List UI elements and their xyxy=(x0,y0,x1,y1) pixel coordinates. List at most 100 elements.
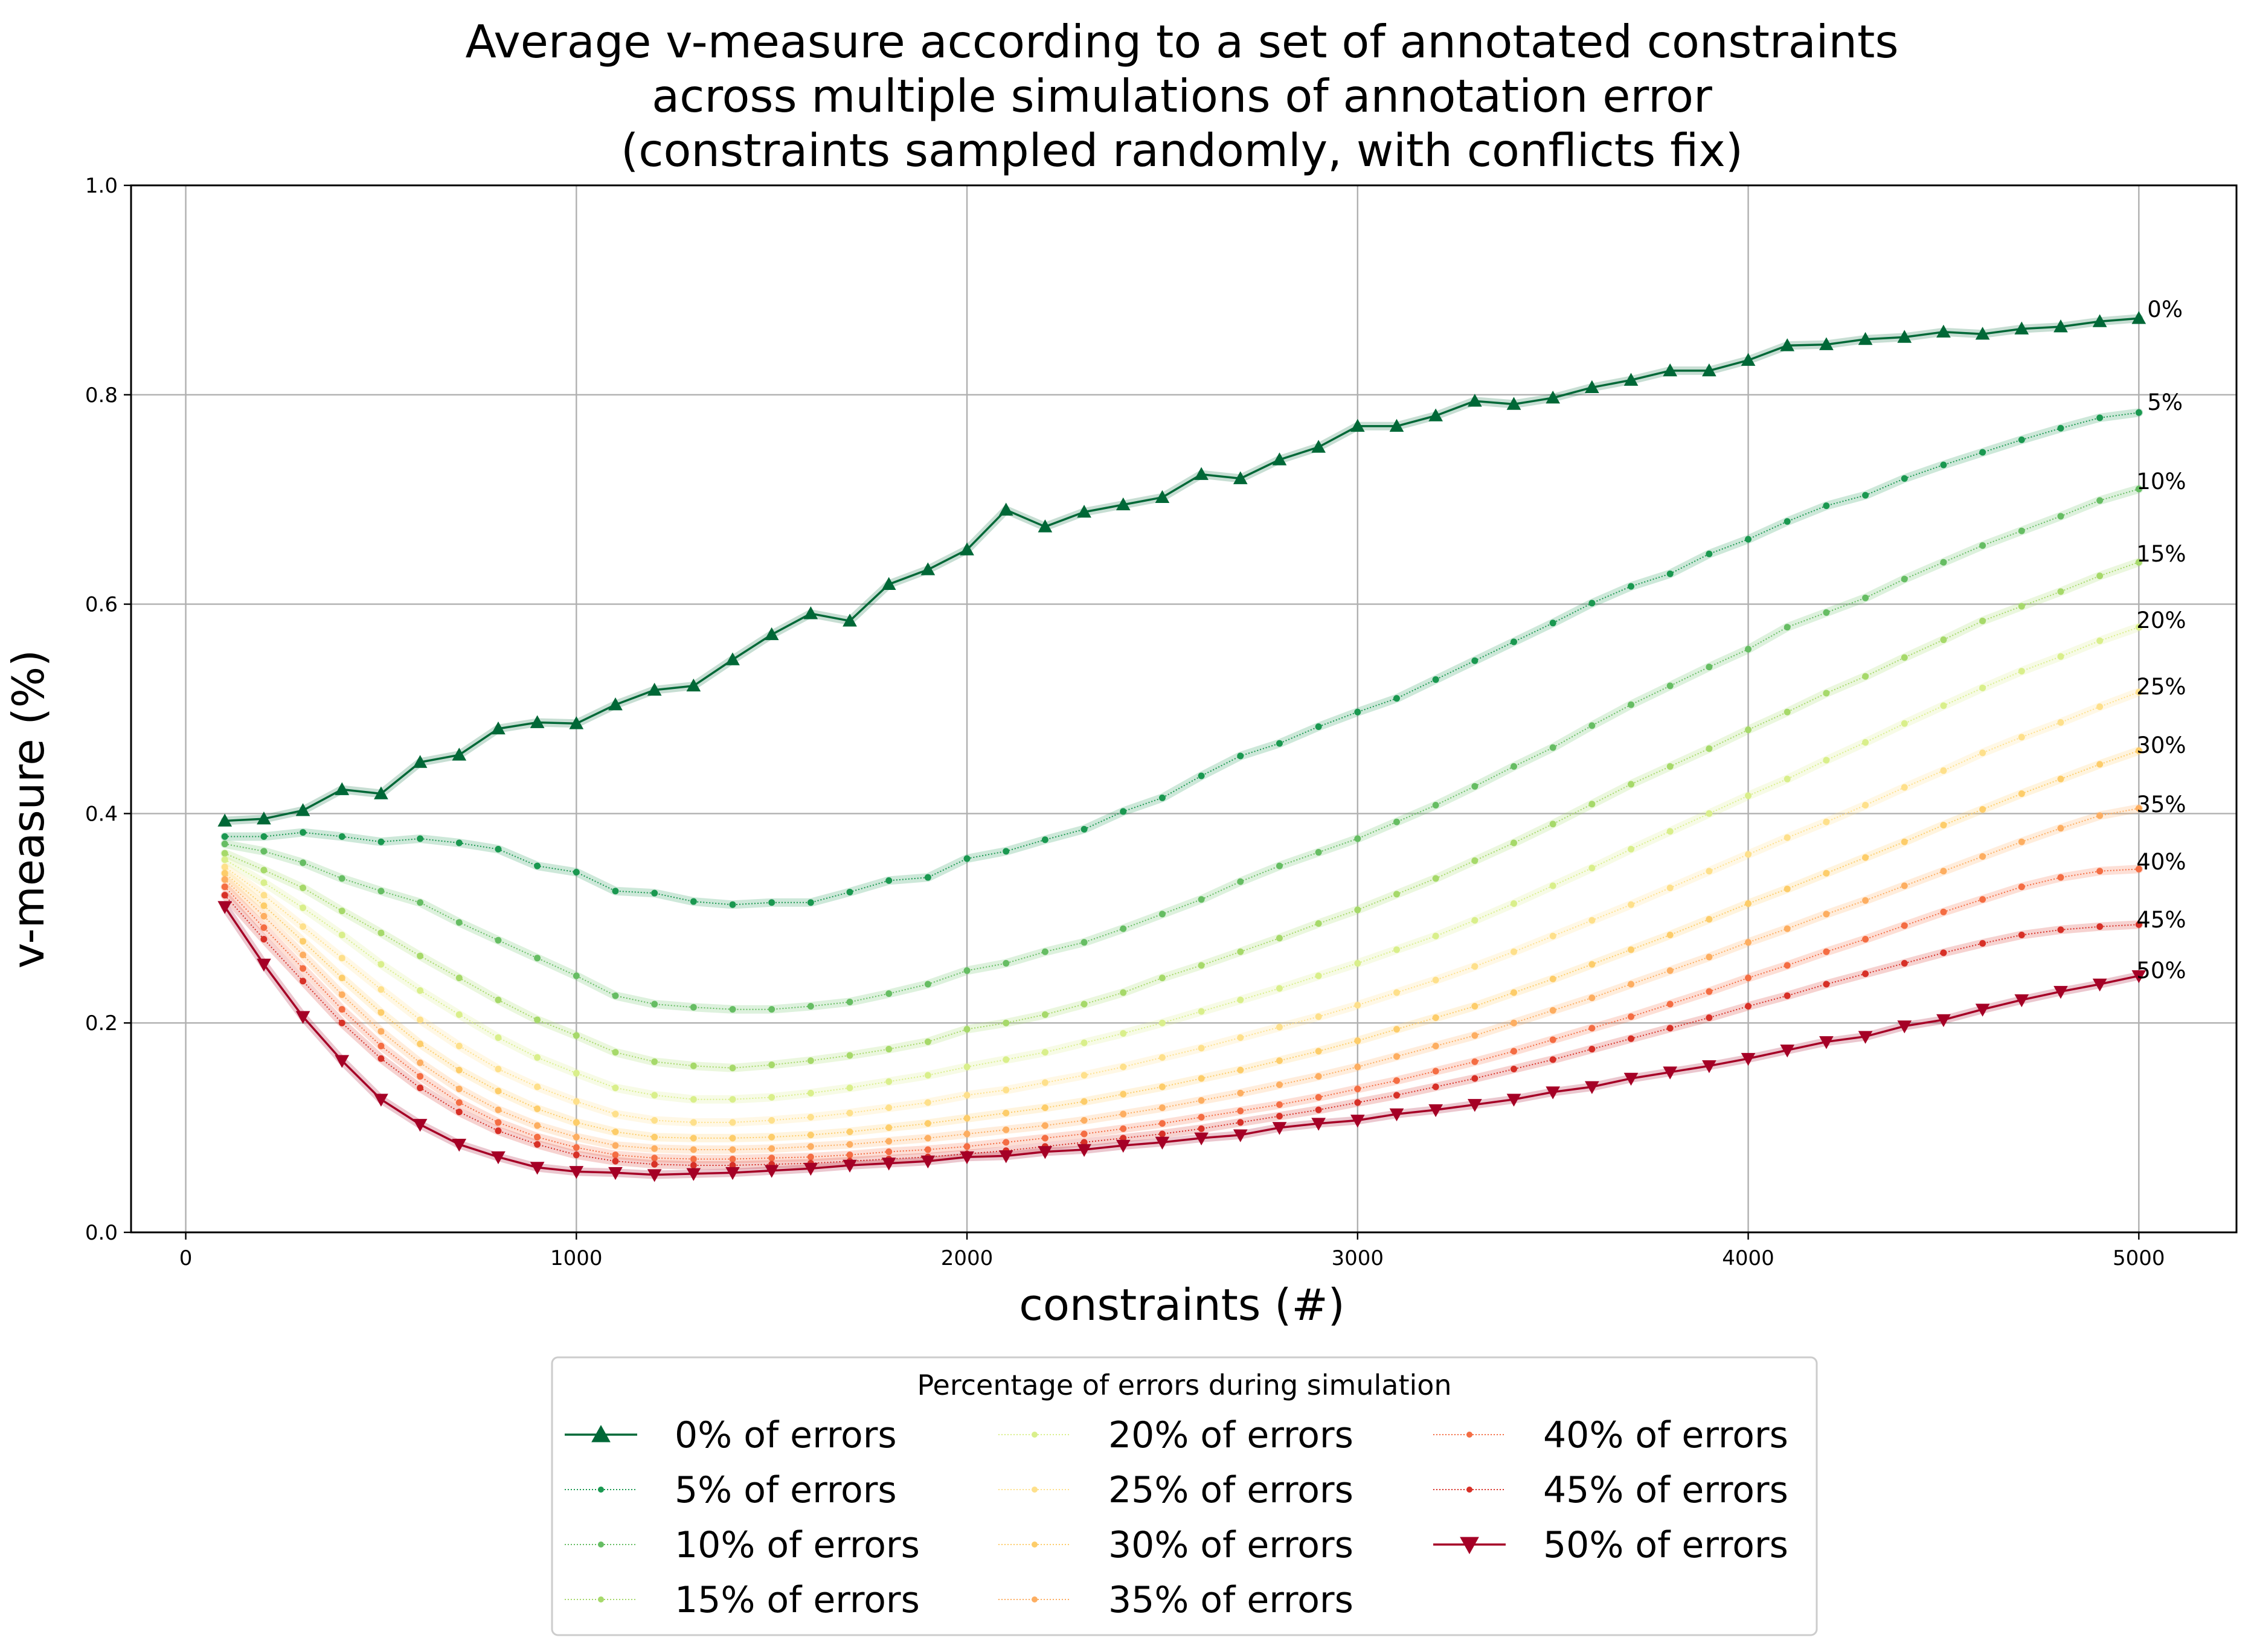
data-point xyxy=(612,1084,619,1092)
legend-label: 5% of errors xyxy=(675,1469,897,1511)
data-point xyxy=(2096,812,2104,819)
data-point xyxy=(338,875,345,882)
data-point xyxy=(338,908,345,915)
data-point xyxy=(1702,363,1716,377)
data-point xyxy=(1823,609,1830,616)
data-point xyxy=(1745,645,1752,653)
data-point xyxy=(803,1162,818,1176)
data-point xyxy=(1272,452,1287,466)
series-band xyxy=(220,746,2143,1142)
data-point xyxy=(647,682,662,696)
data-point xyxy=(768,1145,775,1152)
data-point xyxy=(1432,976,1439,984)
data-point xyxy=(377,1055,385,1062)
data-point xyxy=(725,1167,740,1180)
data-point xyxy=(534,1054,541,1061)
data-point xyxy=(1784,962,1791,969)
data-point xyxy=(1819,337,1834,350)
data-point xyxy=(1158,1104,1166,1112)
data-point xyxy=(647,1169,662,1182)
data-point xyxy=(1979,542,1986,549)
data-point xyxy=(1077,504,1091,518)
data-point xyxy=(846,1129,853,1136)
data-point xyxy=(377,1028,385,1035)
data-point xyxy=(1975,327,1990,340)
data-point xyxy=(1588,1025,1596,1032)
data-point xyxy=(846,1052,853,1059)
data-point xyxy=(2096,637,2104,644)
legend-item: 45% of errors xyxy=(1433,1469,1788,1511)
data-point xyxy=(843,1159,857,1173)
data-point xyxy=(885,1138,893,1145)
data-point xyxy=(1741,353,1756,366)
data-point xyxy=(846,1109,853,1116)
data-point xyxy=(1628,781,1635,788)
data-point xyxy=(1940,559,1947,566)
x-tick-label: 0 xyxy=(179,1246,193,1270)
series-line xyxy=(225,317,2139,822)
data-point xyxy=(1901,838,1908,845)
data-point xyxy=(651,1092,658,1099)
data-point xyxy=(1897,1020,1912,1034)
data-point xyxy=(338,955,345,962)
data-point xyxy=(1511,1048,1518,1055)
data-point xyxy=(260,935,268,943)
data-point xyxy=(1120,1063,1127,1071)
data-point xyxy=(1666,1000,1674,1008)
data-point xyxy=(338,932,345,939)
legend-swatch-marker xyxy=(1032,1432,1038,1438)
data-point xyxy=(1666,967,1674,974)
data-point xyxy=(1823,948,1830,955)
data-point xyxy=(452,1139,467,1152)
data-point xyxy=(377,986,385,993)
data-point xyxy=(1745,851,1752,858)
data-point xyxy=(534,862,541,869)
chart-title-line-2: across multiple simulations of annotatio… xyxy=(652,69,1712,123)
data-point xyxy=(1276,1023,1283,1031)
legend-label: 0% of errors xyxy=(675,1414,897,1456)
data-point xyxy=(1158,1120,1166,1127)
data-point xyxy=(300,904,307,911)
data-point xyxy=(1549,620,1556,627)
data-point xyxy=(1623,1072,1639,1086)
data-point xyxy=(1979,449,1986,456)
data-point xyxy=(2014,994,2029,1008)
data-point xyxy=(1471,1075,1479,1082)
data-point xyxy=(1038,519,1053,533)
data-point xyxy=(1233,1129,1248,1142)
data-point xyxy=(924,1146,931,1153)
data-point xyxy=(963,1130,971,1138)
legend-swatch-marker xyxy=(1460,1537,1479,1555)
data-point xyxy=(1862,673,1869,680)
series-line xyxy=(224,626,2139,1100)
data-point xyxy=(1979,805,1986,813)
data-point xyxy=(2096,703,2104,711)
data-point xyxy=(807,1089,814,1097)
data-point xyxy=(1038,1146,1053,1159)
data-point xyxy=(1706,953,1713,961)
data-point xyxy=(1276,1081,1283,1089)
data-point xyxy=(1588,1046,1596,1053)
data-point xyxy=(221,869,228,877)
data-point xyxy=(1393,1092,1400,1099)
series-band xyxy=(220,891,2143,1170)
data-point xyxy=(1511,763,1518,770)
data-point xyxy=(495,1106,502,1113)
data-point xyxy=(608,1167,623,1180)
data-point xyxy=(260,902,268,909)
y-tick-label: 0.8 xyxy=(85,383,118,408)
data-point xyxy=(2096,761,2104,768)
data-point xyxy=(1784,775,1791,783)
data-point xyxy=(1663,1066,1678,1080)
data-point xyxy=(920,1155,936,1169)
data-point xyxy=(1354,1063,1361,1071)
legend-item: 20% of errors xyxy=(998,1414,1353,1456)
data-point xyxy=(1276,985,1283,992)
data-point xyxy=(1511,638,1518,645)
data-point xyxy=(1823,869,1830,877)
series-end-label: 25% xyxy=(2136,674,2186,700)
data-point xyxy=(1198,896,1205,903)
data-point xyxy=(885,1078,893,1085)
data-point xyxy=(1041,1079,1048,1086)
data-point xyxy=(690,1162,697,1169)
